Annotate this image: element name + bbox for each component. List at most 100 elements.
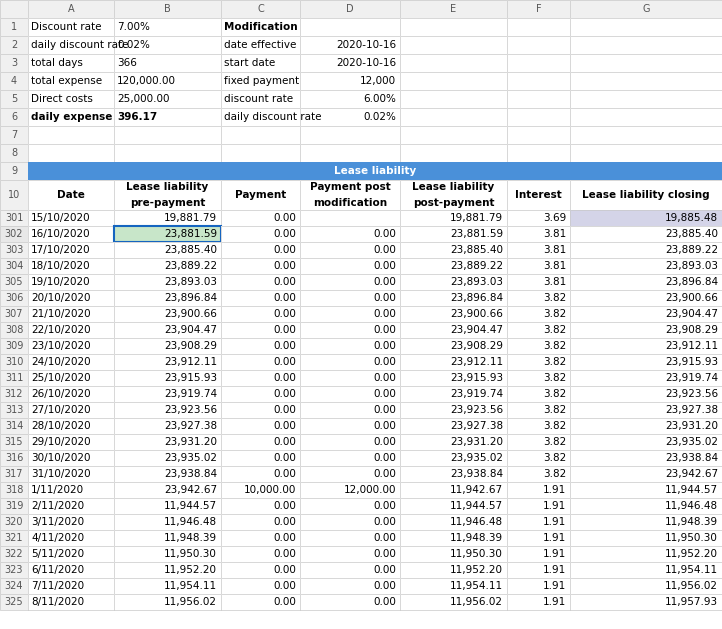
Bar — [0, 72, 28, 90]
Bar — [28, 242, 114, 258]
Text: 23,915.93: 23,915.93 — [164, 373, 217, 383]
Text: D: D — [346, 4, 354, 14]
Bar — [221, 546, 300, 562]
Bar — [28, 290, 114, 306]
Bar — [570, 434, 722, 450]
Bar — [28, 482, 114, 498]
Text: 25/10/2020: 25/10/2020 — [31, 373, 91, 383]
Bar — [570, 546, 722, 562]
Bar — [507, 274, 570, 290]
Bar — [300, 18, 400, 36]
Bar — [400, 0, 507, 18]
Bar — [0, 370, 28, 386]
Bar — [221, 36, 300, 54]
Bar — [570, 386, 722, 402]
Bar — [28, 434, 114, 450]
Text: 19,881.79: 19,881.79 — [450, 213, 503, 223]
Bar — [0, 370, 28, 386]
Bar — [114, 482, 221, 498]
Bar — [28, 162, 722, 180]
Text: 0.00: 0.00 — [373, 517, 396, 527]
Text: 20/10/2020: 20/10/2020 — [31, 293, 90, 303]
Bar — [570, 258, 722, 274]
Bar — [300, 498, 400, 514]
Bar — [507, 258, 570, 274]
Text: 1.91: 1.91 — [543, 485, 566, 495]
Text: 3.82: 3.82 — [543, 453, 566, 463]
Bar — [114, 466, 221, 482]
Bar — [507, 434, 570, 450]
Bar — [400, 498, 507, 514]
Bar — [400, 226, 507, 242]
Text: 0.00: 0.00 — [373, 469, 396, 479]
Bar — [114, 562, 221, 578]
Bar — [507, 418, 570, 434]
Bar — [507, 180, 570, 210]
Text: 0.00: 0.00 — [273, 293, 296, 303]
Bar — [570, 434, 722, 450]
Bar — [507, 290, 570, 306]
Bar — [114, 72, 221, 90]
Bar — [114, 546, 221, 562]
Text: 4/11/2020: 4/11/2020 — [31, 533, 84, 543]
Bar — [221, 402, 300, 418]
Bar — [0, 162, 28, 180]
Bar — [507, 418, 570, 434]
Text: 11,944.57: 11,944.57 — [665, 485, 718, 495]
Bar — [400, 18, 507, 36]
Bar — [300, 242, 400, 258]
Bar — [300, 180, 400, 210]
Bar — [114, 180, 221, 210]
Text: 23,912.11: 23,912.11 — [450, 357, 503, 367]
Bar — [400, 530, 507, 546]
Bar — [300, 578, 400, 594]
Text: 23,896.84: 23,896.84 — [665, 277, 718, 287]
Bar — [28, 466, 114, 482]
Bar — [221, 72, 300, 90]
Bar — [114, 242, 221, 258]
Text: 23,919.74: 23,919.74 — [665, 373, 718, 383]
Text: 396.17: 396.17 — [117, 112, 157, 122]
Bar — [507, 90, 570, 108]
Text: 3.82: 3.82 — [543, 309, 566, 319]
Bar — [507, 108, 570, 126]
Text: total days: total days — [31, 58, 83, 68]
Bar — [400, 562, 507, 578]
Bar — [114, 290, 221, 306]
Text: 1: 1 — [11, 22, 17, 32]
Bar — [0, 450, 28, 466]
Bar — [221, 578, 300, 594]
Bar — [300, 482, 400, 498]
Bar — [28, 338, 114, 354]
Text: 0.00: 0.00 — [373, 293, 396, 303]
Bar — [0, 322, 28, 338]
Bar — [400, 450, 507, 466]
Bar — [114, 72, 221, 90]
Bar — [570, 514, 722, 530]
Text: E: E — [451, 4, 456, 14]
Text: 19,885.48: 19,885.48 — [665, 213, 718, 223]
Bar — [300, 290, 400, 306]
Text: C: C — [257, 4, 264, 14]
Text: Direct costs: Direct costs — [31, 94, 93, 104]
Bar — [300, 514, 400, 530]
Bar — [28, 36, 114, 54]
Text: 31/10/2020: 31/10/2020 — [31, 469, 91, 479]
Text: 308: 308 — [5, 325, 23, 335]
Text: 11,946.48: 11,946.48 — [665, 501, 718, 511]
Bar — [221, 418, 300, 434]
Bar — [507, 54, 570, 72]
Bar — [300, 90, 400, 108]
Bar — [300, 370, 400, 386]
Text: 0.00: 0.00 — [373, 261, 396, 271]
Text: 1.91: 1.91 — [543, 517, 566, 527]
Bar — [400, 354, 507, 370]
Bar — [300, 530, 400, 546]
Text: 4: 4 — [11, 76, 17, 86]
Text: 23,893.03: 23,893.03 — [665, 261, 718, 271]
Text: post-payment: post-payment — [413, 198, 495, 208]
Bar — [0, 242, 28, 258]
Bar — [507, 306, 570, 322]
Bar — [300, 370, 400, 386]
Bar — [0, 274, 28, 290]
